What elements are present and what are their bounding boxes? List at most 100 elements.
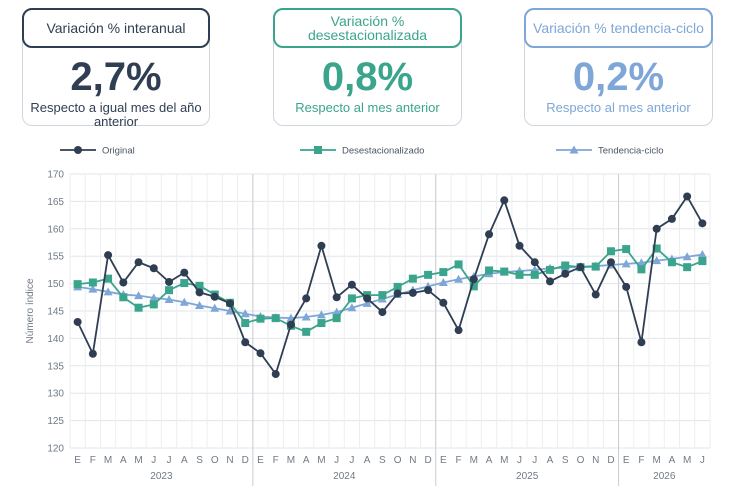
x-tick-label: M <box>134 455 142 466</box>
legend-marker-desestacionalizado <box>314 146 322 154</box>
x-tick-label: M <box>317 455 325 466</box>
data-point-tendencia-ciclo <box>347 303 357 312</box>
y-tick-label: 170 <box>47 170 64 181</box>
kpi-title-interanual: Variación % interanual <box>22 8 210 48</box>
data-point-original <box>454 326 463 335</box>
x-tick-label: F <box>638 455 644 466</box>
y-axis-label: Número índice <box>25 278 36 343</box>
data-point-original <box>286 320 295 329</box>
data-point-desestacionalizado <box>332 314 341 323</box>
data-point-desestacionalizado <box>546 265 554 274</box>
data-point-original <box>302 294 311 303</box>
data-point-original <box>134 258 143 267</box>
x-tick-label: N <box>592 455 599 466</box>
kpi-subtitle-interanual: Respecto a igual mes del año anterior <box>30 100 202 129</box>
data-point-original <box>378 308 387 317</box>
data-point-tendencia-ciclo <box>225 306 235 315</box>
kpi-value-interanual: 2,7% <box>70 55 162 99</box>
data-point-original <box>119 278 128 287</box>
x-tick-label: A <box>486 455 493 466</box>
data-point-tendencia-ciclo <box>454 274 464 283</box>
data-point-original <box>363 294 372 303</box>
data-point-original <box>73 317 82 326</box>
x-tick-label: S <box>562 455 569 466</box>
y-tick-label: 125 <box>47 416 64 427</box>
x-tick-label: E <box>440 455 447 466</box>
x-tick-label: J <box>151 455 156 466</box>
data-point-original <box>104 251 113 260</box>
data-point-desestacionalizado <box>408 274 417 283</box>
data-point-desestacionalizado <box>302 327 311 336</box>
x-tick-label: D <box>424 455 431 466</box>
data-point-original <box>241 338 250 347</box>
kpi-card-interanual: Variación % interanual 2,7% Respecto a i… <box>22 8 210 129</box>
data-point-original <box>652 224 661 233</box>
y-tick-label: 135 <box>47 361 64 372</box>
data-point-tendencia-ciclo <box>240 309 250 318</box>
data-point-desestacionalizado <box>637 265 646 274</box>
legend-marker-original <box>74 146 82 154</box>
data-point-tendencia-ciclo <box>652 256 662 265</box>
data-point-original <box>256 349 265 358</box>
x-tick-label: F <box>456 455 462 466</box>
x-tick-label: A <box>364 455 371 466</box>
data-point-original <box>180 268 189 277</box>
data-point-tendencia-ciclo <box>316 310 326 319</box>
data-point-desestacionalizado <box>317 319 326 328</box>
x-tick-label: M <box>287 455 295 466</box>
data-point-tendencia-ciclo <box>636 258 646 267</box>
x-tick-label: D <box>607 455 614 466</box>
data-point-original <box>683 192 692 201</box>
y-tick-label: 165 <box>47 197 64 208</box>
data-point-original <box>165 277 174 286</box>
data-point-original <box>561 269 570 278</box>
data-point-original <box>88 349 97 358</box>
kpi-card-desestacionalizada: Variación % desestacionalizada 0,8% Resp… <box>273 8 462 126</box>
data-point-desestacionalizado <box>683 263 692 272</box>
x-tick-label: J <box>349 455 354 466</box>
x-tick-label: M <box>683 455 691 466</box>
legend-label-desestacionalizado: Desestacionalizado <box>342 146 424 157</box>
data-point-desestacionalizado <box>119 293 128 302</box>
y-tick-label: 120 <box>47 444 64 455</box>
data-point-original <box>667 214 676 223</box>
x-tick-label: E <box>74 455 81 466</box>
x-tick-label: N <box>409 455 416 466</box>
data-point-tendencia-ciclo <box>301 312 311 321</box>
data-point-original <box>546 277 554 286</box>
data-point-original <box>424 286 433 295</box>
data-point-original <box>408 288 417 297</box>
data-point-desestacionalizado <box>667 258 676 267</box>
data-point-desestacionalizado <box>165 286 174 295</box>
y-tick-label: 140 <box>47 334 64 345</box>
data-point-desestacionalizado <box>698 257 707 266</box>
data-point-desestacionalizado <box>104 274 113 283</box>
x-tick-label: J <box>167 455 172 466</box>
x-tick-label: A <box>547 455 554 466</box>
kpi-title-desestacionalizada: Variación % desestacionalizada <box>273 8 462 48</box>
x-tick-label: F <box>90 455 96 466</box>
kpi-title-tendencia-ciclo: Variación % tendencia-ciclo <box>524 8 713 48</box>
data-point-desestacionalizado <box>393 282 402 291</box>
data-point-original <box>591 290 600 299</box>
data-point-desestacionalizado <box>591 262 600 271</box>
x-tick-label: F <box>273 455 279 466</box>
data-point-original <box>637 338 646 347</box>
data-point-original <box>439 298 448 307</box>
kpi-subtitle-tendencia-ciclo: Respecto al mes anterior <box>546 100 691 115</box>
data-point-desestacionalizado <box>195 281 204 290</box>
data-point-original <box>576 263 585 272</box>
data-point-original <box>622 282 631 291</box>
data-point-original <box>530 258 539 267</box>
data-point-original <box>271 370 280 379</box>
kpi-value-desestacionalizada: 0,8% <box>321 55 414 99</box>
data-point-original <box>347 280 356 289</box>
data-point-tendencia-ciclo <box>682 252 692 261</box>
x-tick-label: D <box>242 455 249 466</box>
data-point-tendencia-ciclo <box>88 284 98 293</box>
data-point-tendencia-ciclo <box>438 278 448 287</box>
data-point-tendencia-ciclo <box>134 291 144 300</box>
kpi-card-tendencia-ciclo: Variación % tendencia-ciclo 0,2% Respect… <box>524 8 713 126</box>
data-point-original <box>393 289 402 298</box>
